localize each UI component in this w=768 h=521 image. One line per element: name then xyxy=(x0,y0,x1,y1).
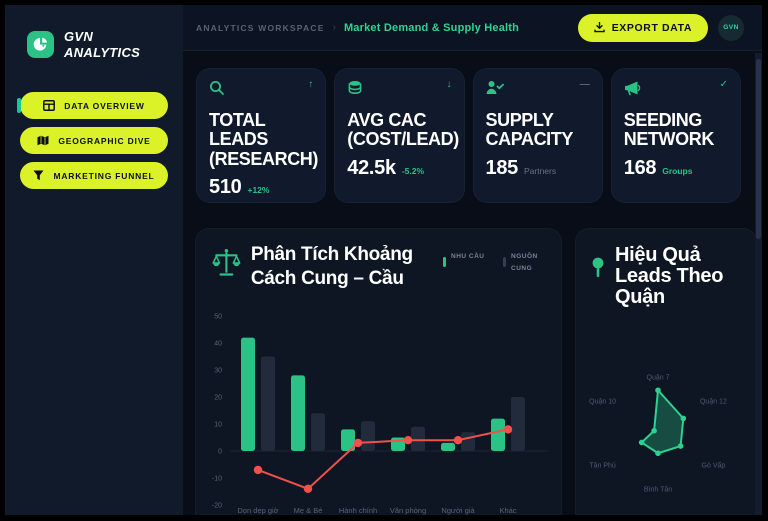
breadcrumb: ANALYTICS WORKSPACE › Market Demand & Su… xyxy=(183,22,519,34)
kpi-title: TOTAL LEADS (RESEARCH) xyxy=(209,110,319,169)
active-indicator xyxy=(17,98,21,114)
svg-text:Quận 10: Quận 10 xyxy=(589,399,616,406)
map-pin-icon xyxy=(592,257,604,277)
leads-by-district-card: Hiệu Quả Leads Theo Quận Quận 7 Quận 12 Gò… xyxy=(575,228,757,515)
svg-text:Văn phòng: Văn phòng xyxy=(390,506,426,515)
kpi-delta: +12% xyxy=(247,184,270,195)
charts-row: Phân Tích Khoảng Cách Cung – Cầu NHU CẦU… xyxy=(195,228,757,515)
gap-chart-legend: NHU CẦU NGUỒN CUNG xyxy=(443,243,547,291)
topbar: ANALYTICS WORKSPACE › Market Demand & Su… xyxy=(183,5,762,51)
sidebar-item-label: MARKETING FUNNEL xyxy=(53,170,155,181)
breadcrumb-workspace[interactable]: ANALYTICS WORKSPACE xyxy=(196,22,325,33)
sidebar-nav: DATA OVERVIEW GEOGRAPHIC DIVE MARKETING … xyxy=(5,92,183,190)
kpi-delta: -5.2% xyxy=(401,165,425,176)
gap-chart-title: Phân Tích Khoảng Cách Cung – Cầu xyxy=(250,244,413,289)
radar-chart-plot: Quận 7 Quận 12 Gò Vấp Bình Tân Tân Phú Quận 1… xyxy=(589,375,727,494)
trend-down-icon: ↓ xyxy=(446,79,452,90)
svg-text:0: 0 xyxy=(218,449,222,456)
svg-text:40: 40 xyxy=(214,341,222,348)
sidebar-item-label: GEOGRAPHIC DIVE xyxy=(58,135,151,146)
sidebar-item-data-overview[interactable]: DATA OVERVIEW xyxy=(17,92,168,120)
scrollbar[interactable] xyxy=(755,53,762,515)
legend-marker-supply xyxy=(503,257,506,267)
kpi-value: 168 xyxy=(623,156,657,179)
kpi-value: 42.5k xyxy=(347,156,396,179)
trend-up-icon: ↑ xyxy=(308,79,314,90)
svg-text:20: 20 xyxy=(214,395,222,402)
kpi-value: 510 xyxy=(209,175,242,198)
map-icon xyxy=(37,135,49,146)
avatar-initials: GVN xyxy=(723,24,739,31)
svg-text:Quận 12: Quận 12 xyxy=(700,399,727,406)
gap-analysis-card: Phân Tích Khoảng Cách Cung – Cầu NHU CẦU… xyxy=(195,228,562,515)
kpi-delta: Partners xyxy=(523,165,557,176)
kpi-card-seeding-network: ✓ SEEDING NETWORK 168 Groups xyxy=(610,68,741,203)
main-content: ANALYTICS WORKSPACE › Market Demand & Su… xyxy=(183,5,762,515)
sidebar-item-geographic-dive[interactable]: GEOGRAPHIC DIVE xyxy=(20,127,168,155)
svg-text:Người già: Người già xyxy=(441,506,475,515)
kpi-card-avg-cac: ↓ AVG CAC (COST/LEAD) 42.5k -5.2% xyxy=(334,68,465,203)
svg-text:Hành chính: Hành chính xyxy=(339,506,377,515)
svg-text:Tân Phú: Tân Phú xyxy=(589,463,616,470)
legend-label-demand: NHU CẦU xyxy=(451,253,485,260)
legend-item-supply[interactable]: NGUỒN CUNG xyxy=(503,251,547,291)
brand-pie-logo-icon xyxy=(27,31,54,59)
brand-name: GVN ANALYTICS xyxy=(64,29,141,60)
user-check-icon xyxy=(486,81,504,94)
export-data-label: EXPORT DATA xyxy=(611,21,692,34)
sidebar-item-label: DATA OVERVIEW xyxy=(64,100,145,111)
sidebar: GVN ANALYTICS DATA OVERVIEW xyxy=(5,5,183,515)
svg-text:Dọn dẹp giờ: Dọn dẹp giờ xyxy=(237,506,278,515)
svg-text:-20: -20 xyxy=(212,503,222,510)
svg-text:Khác: Khác xyxy=(499,506,516,515)
svg-text:Mẹ & Bé: Mẹ & Bé xyxy=(294,506,323,515)
svg-text:50: 50 xyxy=(214,314,222,321)
svg-text:Gò Vấp: Gò Vấp xyxy=(702,461,726,470)
svg-text:-10: -10 xyxy=(212,476,222,483)
export-data-button[interactable]: EXPORT DATA xyxy=(577,13,708,42)
radar-chart-title: Hiệu Quả Leads Theo Quận xyxy=(615,244,724,309)
funnel-icon xyxy=(33,170,44,181)
svg-text:Bình Tân: Bình Tân xyxy=(644,487,672,494)
search-icon xyxy=(210,81,224,95)
svg-text:10: 10 xyxy=(214,422,222,429)
kpi-title: SUPPLY CAPACITY xyxy=(485,110,574,150)
svg-text:30: 30 xyxy=(214,368,222,375)
brand: GVN ANALYTICS xyxy=(5,5,183,60)
kpi-card-supply-capacity: — SUPPLY CAPACITY 185 Partners xyxy=(472,68,603,203)
scales-icon xyxy=(212,248,241,276)
legend-label-supply: NGUỒN CUNG xyxy=(511,253,538,272)
breadcrumb-separator-icon: › xyxy=(332,22,336,33)
coins-icon xyxy=(348,81,362,95)
check-icon: ✓ xyxy=(719,79,728,90)
legend-marker-demand xyxy=(443,257,446,267)
scrollbar-thumb[interactable] xyxy=(756,59,761,239)
trend-neutral-icon: — xyxy=(579,79,590,90)
megaphone-icon xyxy=(624,81,641,96)
download-icon xyxy=(594,22,605,33)
kpi-row: ↑ TOTAL LEADS (RESEARCH) 510 +12% ↓ xyxy=(196,68,741,203)
kpi-title: AVG CAC (COST/LEAD) xyxy=(347,110,459,150)
grid-icon xyxy=(43,100,56,112)
legend-item-demand[interactable]: NHU CẦU xyxy=(443,251,487,291)
kpi-value: 185 xyxy=(485,156,519,179)
svg-text:Quận 7: Quận 7 xyxy=(647,375,670,382)
user-avatar[interactable]: GVN xyxy=(718,14,744,41)
breadcrumb-page-title: Market Demand & Supply Health xyxy=(343,21,520,34)
gap-chart-plot: 50 40 30 20 10 0 -10 -20 Dọn dẹp giờ Mẹ & Bé Hành … xyxy=(212,314,548,515)
kpi-card-total-leads: ↑ TOTAL LEADS (RESEARCH) 510 +12% xyxy=(196,68,327,203)
kpi-title: SEEDING NETWORK xyxy=(623,110,715,150)
kpi-delta: Groups xyxy=(662,165,693,176)
sidebar-item-marketing-funnel[interactable]: MARKETING FUNNEL xyxy=(20,162,168,190)
